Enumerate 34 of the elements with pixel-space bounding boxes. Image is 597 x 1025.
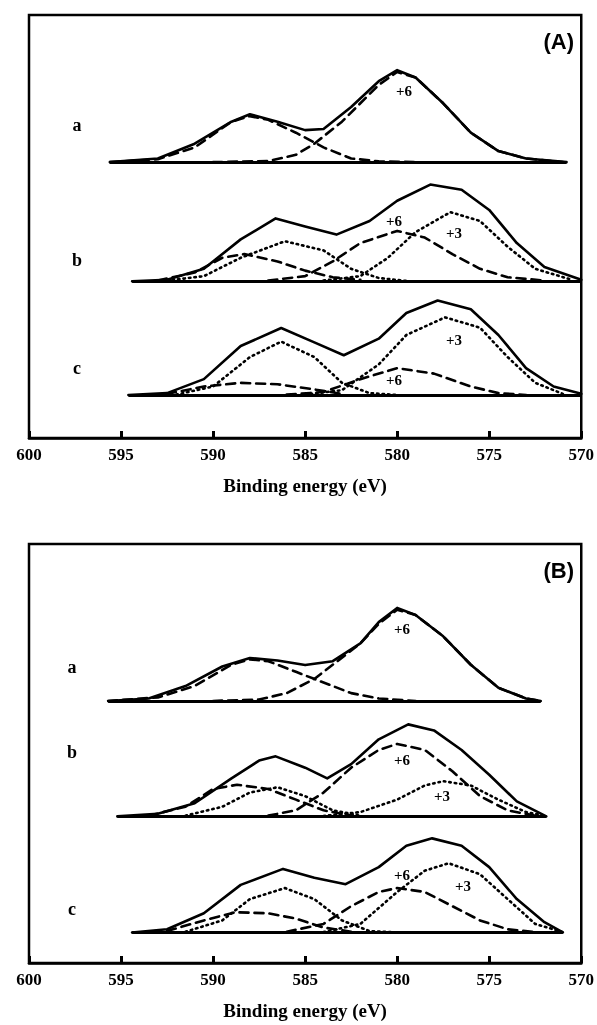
x-tick-label: 585 xyxy=(292,445,318,464)
annotation: c xyxy=(73,358,81,378)
x-tick-label: 580 xyxy=(384,445,410,464)
x-tick-label: 595 xyxy=(108,445,134,464)
x-tick-label: 600 xyxy=(16,445,42,464)
annotation: +6 xyxy=(395,83,413,99)
x-tick-label: 590 xyxy=(200,445,226,464)
annotation: +6 xyxy=(393,752,411,768)
chart-title: (B) xyxy=(543,557,575,583)
annotation: +3 xyxy=(433,788,451,804)
x-tick-label: 575 xyxy=(476,970,502,989)
x-tick-label: 600 xyxy=(16,970,42,989)
annotation: +3 xyxy=(445,225,463,241)
x-tick-label: 595 xyxy=(108,970,134,989)
annotation: c xyxy=(68,899,76,919)
annotation: +3 xyxy=(445,332,463,348)
annotation: a xyxy=(67,657,77,677)
annotation: +6 xyxy=(385,213,403,229)
x-axis-title: Binding energy (eV) xyxy=(223,1000,387,1022)
x-tick-label: 575 xyxy=(476,445,502,464)
annotation: b xyxy=(66,742,78,762)
x-tick-label: 580 xyxy=(384,970,410,989)
annotation: +3 xyxy=(454,878,472,894)
x-axis-title: Binding energy (eV) xyxy=(223,475,387,497)
chart-title: (A) xyxy=(543,28,575,54)
annotation: +6 xyxy=(385,372,403,388)
annotation: b xyxy=(71,250,83,270)
x-tick-label: 570 xyxy=(568,970,594,989)
annotation: +6 xyxy=(393,867,411,883)
annotation: +6 xyxy=(393,621,411,637)
x-tick-label: 590 xyxy=(200,970,226,989)
x-tick-label: 570 xyxy=(568,445,594,464)
annotation: a xyxy=(72,115,82,135)
x-tick-label: 585 xyxy=(292,970,318,989)
